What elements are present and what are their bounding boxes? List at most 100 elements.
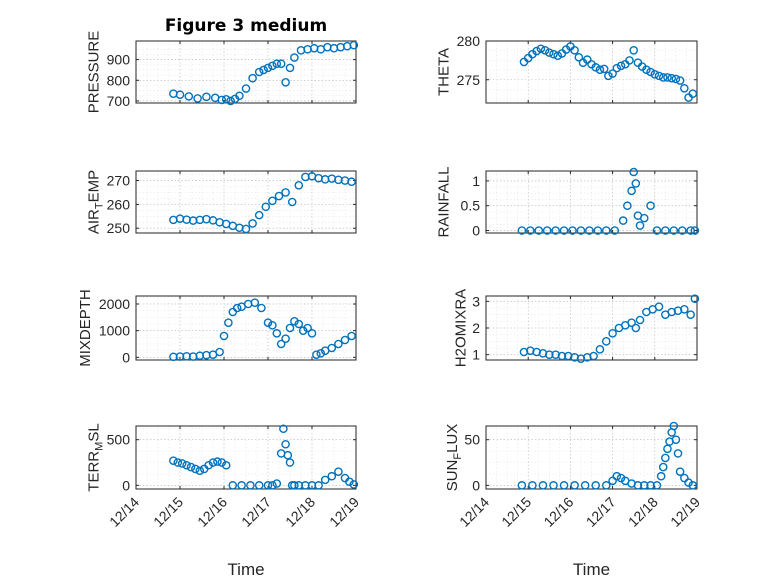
axes-box	[135, 40, 357, 104]
data-point	[604, 71, 613, 81]
data-point	[616, 61, 626, 71]
x-tick-label: 12/17	[238, 494, 274, 530]
data-point	[570, 481, 579, 490]
data-point	[528, 481, 537, 490]
data-point	[232, 303, 242, 313]
data-point	[246, 481, 255, 490]
data-point	[237, 481, 246, 490]
data-point	[623, 201, 632, 211]
data-point	[639, 481, 649, 490]
data-point	[312, 350, 321, 359]
y-axis-label: TERRMSL	[86, 423, 106, 491]
data-point	[610, 226, 620, 235]
data-point	[248, 219, 257, 228]
x-tick-label: 12/14	[456, 494, 492, 530]
data-point	[601, 481, 611, 490]
axes-box	[135, 425, 357, 490]
data-point	[585, 226, 594, 235]
x-tick-label: 12/15	[150, 494, 186, 530]
x-tick-label: 12/19	[326, 494, 362, 530]
data-point	[327, 471, 337, 481]
data-point	[661, 453, 670, 463]
y-tick-label: 280	[457, 33, 481, 49]
data-point	[684, 478, 693, 487]
data-point	[675, 76, 685, 85]
data-point	[276, 339, 286, 349]
data-point	[627, 186, 636, 196]
data-point	[204, 460, 213, 470]
data-point	[254, 67, 264, 77]
data-point	[669, 226, 679, 235]
y-axis-label: MIXDEPTH	[77, 289, 94, 367]
y-axis-label: SUNFLUX	[444, 424, 464, 492]
data-point	[601, 337, 611, 346]
data-point	[542, 226, 552, 235]
data-point	[663, 444, 672, 454]
data-point	[250, 298, 260, 307]
data-point	[241, 84, 251, 93]
data-point	[580, 481, 590, 490]
y-tick-label: 0	[472, 477, 480, 493]
data-point	[574, 52, 584, 62]
data-point	[633, 481, 643, 490]
x-axis-label: Time	[227, 560, 264, 579]
data-point	[661, 226, 670, 235]
data-point	[287, 197, 297, 207]
data-point	[557, 351, 567, 361]
data-point	[290, 53, 299, 62]
x-tick-label: 12/14	[106, 494, 142, 530]
data-point	[545, 48, 554, 57]
y-axis-label: PRESSURE	[86, 31, 103, 114]
data-point	[217, 458, 227, 467]
data-point	[294, 319, 304, 329]
data-point	[671, 435, 681, 444]
data-point	[208, 458, 218, 467]
data-point	[175, 90, 185, 100]
subplot-8: 0 50 12/14 12/15 12/16 12/17 12/18 12/19 SUNFLUX…	[444, 421, 703, 579]
x-tick-label: 12/18	[282, 494, 318, 530]
x-tick-label: 12/15	[498, 494, 534, 530]
data-point	[639, 213, 649, 223]
data-point	[263, 318, 273, 327]
data-point	[595, 345, 605, 354]
data-point	[680, 83, 689, 93]
data-point	[559, 481, 569, 490]
data-point	[532, 46, 541, 56]
data-point	[226, 96, 235, 106]
data-point	[202, 92, 211, 102]
data-point	[549, 49, 558, 59]
data-point	[334, 467, 343, 476]
data-point	[290, 481, 299, 490]
data-point	[631, 179, 641, 188]
y-tick-label: 900	[107, 52, 131, 68]
data-point	[517, 226, 527, 235]
data-point	[608, 329, 617, 338]
data-point	[279, 424, 288, 434]
data-point	[285, 323, 295, 333]
data-point	[631, 323, 641, 333]
y-tick-label: 2000	[99, 296, 130, 312]
data-point	[268, 196, 277, 206]
y-axis-label: AIRTEMP	[86, 170, 106, 234]
data-point	[177, 459, 187, 468]
data-point	[272, 59, 282, 69]
data-point	[290, 317, 299, 326]
data-point	[677, 226, 687, 235]
axes-box	[485, 425, 698, 490]
data-point	[517, 481, 527, 490]
data-point	[675, 467, 685, 476]
y-axis-label: THETA	[436, 48, 453, 96]
data-point	[629, 46, 639, 55]
y-tick-label: 1	[472, 173, 480, 189]
data-point	[642, 65, 651, 74]
data-point	[654, 71, 664, 81]
data-point	[327, 343, 337, 353]
data-point	[663, 73, 672, 82]
data-point	[316, 349, 326, 358]
x-tick-label: 12/16	[194, 494, 230, 530]
y-tick-label: 270	[107, 173, 131, 189]
data-point	[345, 477, 354, 486]
